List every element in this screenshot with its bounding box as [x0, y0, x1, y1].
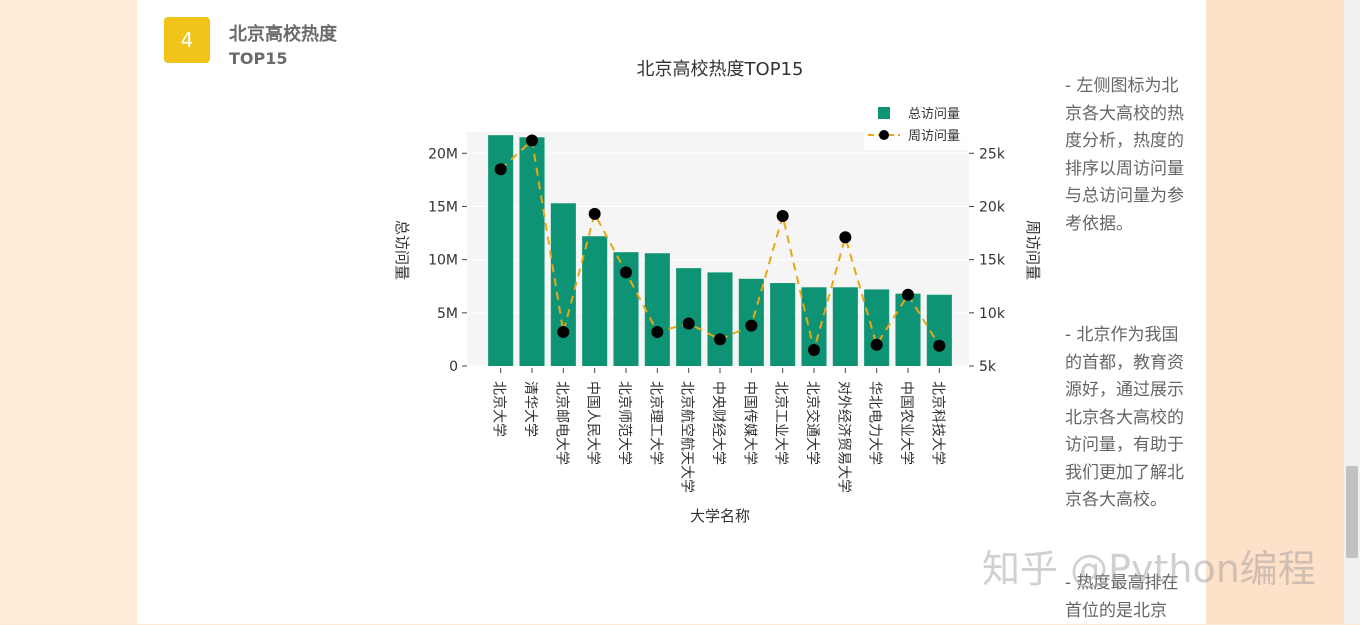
line-point: [494, 163, 507, 176]
y-tick-label: 5M: [437, 306, 458, 322]
line-point: [651, 325, 664, 338]
x-tick-label: 对外经济贸易大学: [835, 381, 851, 493]
scrollbar-thumb[interactable]: [1346, 466, 1358, 558]
watermark: 知乎 @Python编程: [982, 547, 1316, 591]
y2-tick-label: 5k: [979, 359, 997, 375]
x-tick-label: 中国人民大学: [585, 381, 601, 465]
legend-marker-swatch: [879, 130, 889, 140]
description-paragraph-2: - 北京作为我国的首都，教育资源好，通过展示北京各大高校的访问量，有助于我们更加…: [1065, 325, 1184, 510]
bar: [676, 268, 702, 366]
x-tick-label: 北京师范大学: [616, 381, 633, 465]
y2-axis-label: 周访问量: [1024, 220, 1042, 280]
axes: 0 5M 10M 15M 20M 5k 10k 15k 20k 25k 北京大学 清华大学 北京邮电大学…: [428, 146, 1006, 493]
y-tick-label: 20M: [428, 146, 458, 162]
x-tick-label: 北京交通大学: [804, 381, 821, 465]
line-point: [902, 288, 914, 301]
section-number-badge: 4: [164, 17, 210, 63]
line-point: [870, 338, 883, 351]
x-tick-label: 北京科技大学: [929, 381, 945, 465]
line-point: [776, 210, 789, 223]
bar: [707, 272, 733, 366]
x-tick-label: 中国传媒大学: [741, 381, 757, 465]
line-point: [808, 344, 820, 357]
line-point: [620, 266, 632, 279]
x-tick-label: 北京工业大学: [773, 381, 789, 465]
x-axis-label: 大学名称: [690, 507, 750, 525]
bar: [582, 236, 608, 366]
bar: [644, 253, 670, 366]
y2-tick-label: 15k: [979, 253, 1006, 269]
line-point: [745, 319, 758, 332]
line-point: [526, 134, 538, 147]
line-point: [714, 333, 726, 346]
x-tick-label: 北京大学: [491, 381, 507, 437]
chart-title: 北京高校热度TOP15: [637, 59, 804, 80]
y-tick-label: 15M: [428, 199, 458, 215]
line-series: [494, 134, 946, 357]
bar: [770, 283, 796, 366]
legend-label-bar: 总访问量: [908, 107, 960, 122]
x-tick-label: 北京理工大学: [647, 381, 663, 465]
bar: [519, 137, 545, 366]
bar: [832, 287, 858, 366]
line-point: [682, 317, 695, 330]
y-tick-label: 0: [449, 359, 458, 375]
description-paragraph-1: - 左侧图标为北京各大高校的热度分析，热度的排序以周访问量与总访问量为参考依据。: [1065, 76, 1184, 234]
legend[interactable]: 总访问量 周访问量: [864, 100, 970, 150]
y2-tick-label: 20k: [979, 199, 1006, 215]
x-tick-label: 中央财经大学: [710, 381, 726, 465]
legend-label-line: 周访问量: [908, 129, 960, 144]
y-tick-label: 10M: [428, 253, 458, 269]
legend-bar-swatch: [878, 107, 890, 119]
y2-tick-label: 10k: [979, 306, 1006, 322]
page-background-left: [0, 0, 137, 624]
section-title: 北京高校热度: [229, 24, 337, 45]
x-tick-label: 北京邮电大学: [553, 381, 569, 465]
x-tick-label: 清华大学: [522, 381, 538, 437]
page-background-right: [1206, 0, 1344, 624]
y2-tick-label: 25k: [979, 146, 1006, 162]
bar: [864, 289, 890, 366]
description-paragraph-3: - 热度最高排在首位的是北京: [1065, 573, 1179, 621]
line-point: [588, 207, 601, 220]
x-tick-label: 华北电力大学: [867, 381, 883, 465]
x-tick-label: 北京航空航天大学: [679, 381, 695, 493]
x-tick-label: 中国农业大学: [898, 381, 914, 465]
line-path: [499, 138, 941, 351]
section-subtitle: TOP15: [229, 49, 288, 68]
line-point: [933, 339, 946, 352]
bar: [550, 203, 576, 366]
bar: [926, 294, 952, 366]
y-axis-label: 总访问量: [393, 220, 411, 280]
line-point: [839, 231, 852, 244]
line-point: [557, 325, 570, 338]
bar: [895, 293, 921, 366]
